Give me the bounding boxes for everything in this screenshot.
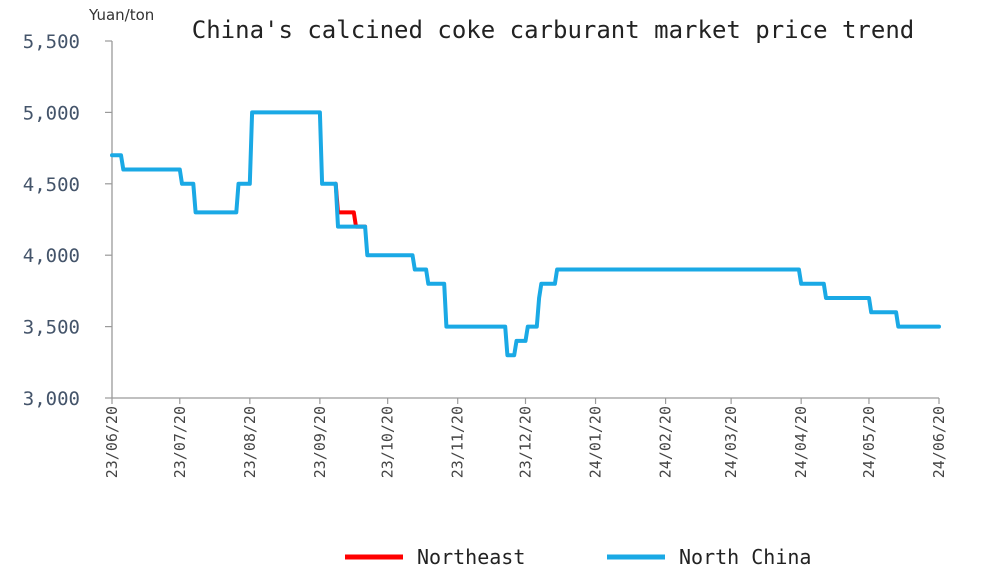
y-tick-label: 4,000 bbox=[23, 245, 80, 267]
x-tick-label: 24/05/20 bbox=[860, 406, 878, 478]
y-tick-label: 3,500 bbox=[23, 317, 80, 339]
x-tick-label: 23/08/20 bbox=[241, 406, 259, 478]
y-tick-label: 5,500 bbox=[23, 31, 80, 53]
y-tick-label: 5,000 bbox=[23, 102, 80, 124]
x-tick-label: 24/06/20 bbox=[930, 406, 948, 478]
x-axis: 23/06/20 23/07/20 23/08/20 23/09/20 23/10/20… bbox=[103, 397, 948, 478]
x-tick-label: 24/01/20 bbox=[587, 406, 605, 478]
legend: Northeast North China bbox=[345, 545, 811, 569]
x-tick-label: 23/10/20 bbox=[379, 406, 397, 478]
x-tick-label: 23/07/20 bbox=[171, 406, 189, 478]
legend-label-north-china: North China bbox=[679, 545, 811, 569]
x-tick-label: 23/09/20 bbox=[311, 406, 329, 478]
y-axis: 3,000 3,500 4,000 4,500 5,000 5,500 bbox=[23, 31, 113, 410]
series-line-northeast bbox=[333, 181, 368, 229]
x-tick-label: 23/12/20 bbox=[517, 406, 535, 478]
x-tick-label: 23/11/20 bbox=[449, 406, 467, 478]
y-axis-unit-label: Yuan/ton bbox=[88, 6, 154, 24]
series-lines bbox=[110, 110, 941, 358]
legend-label-northeast: Northeast bbox=[417, 545, 525, 569]
x-tick-label: 24/02/20 bbox=[657, 406, 675, 478]
y-tick-label: 4,500 bbox=[23, 174, 80, 196]
x-tick-label: 24/03/20 bbox=[722, 406, 740, 478]
chart-title: China's calcined coke carburant market p… bbox=[192, 16, 914, 44]
y-tick-label: 3,000 bbox=[23, 388, 80, 410]
x-tick-label: 23/06/20 bbox=[103, 406, 121, 478]
x-tick-label: 24/04/20 bbox=[792, 406, 810, 478]
series-line-north-china bbox=[110, 110, 941, 358]
